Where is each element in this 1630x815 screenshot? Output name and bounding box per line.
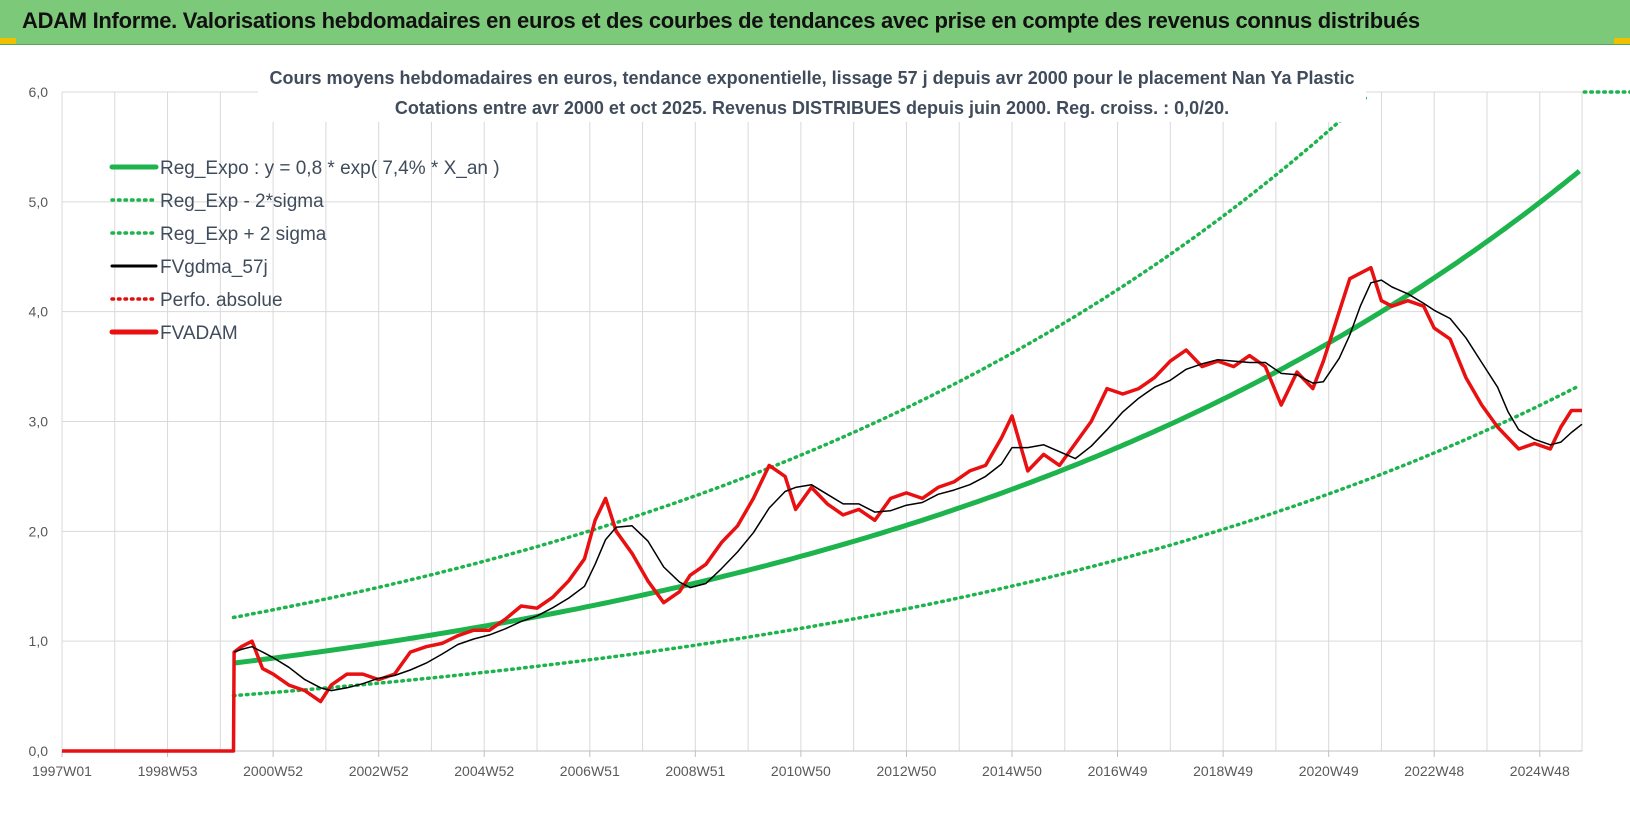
y-tick-label: 1,0 [29, 633, 49, 649]
band-lower-line [231, 383, 1582, 698]
legend-label: Perfo. absolue [160, 290, 283, 311]
legend-item: Reg_Exp - 2*sigma [110, 191, 324, 212]
legend-item: Reg_Exp + 2 sigma [110, 224, 327, 245]
legend-label: FVADAM [160, 323, 238, 344]
legend-label: FVgdma_57j [160, 257, 268, 278]
x-tick-label: 2016W49 [1088, 763, 1148, 779]
x-tick-label: 2012W50 [876, 763, 936, 779]
x-tick-label: 2006W51 [560, 763, 620, 779]
y-tick-label: 0,0 [29, 743, 49, 759]
y-tick-label: 4,0 [29, 304, 49, 320]
x-tick-label: 1998W53 [138, 763, 198, 779]
regression-line [233, 169, 1581, 666]
legend: Reg_Expo : y = 0,8 * exp( 7,4% * X_an ) R… [109, 158, 500, 344]
y-axis-tick-labels: 0,0 1,0 2,0 3,0 4,0 5,0 6,0 [29, 84, 49, 759]
y-tick-label: 5,0 [29, 194, 49, 210]
title-banner: ADAM Informe. Valorisations hebdomadaire… [0, 0, 1630, 45]
chart-subtitle-line-2: Cotations entre avr 2000 et oct 2025. Re… [395, 98, 1229, 118]
chart-area: 0,0 1,0 2,0 3,0 4,0 5,0 6,0 1997W01 1998W53 2000… [29, 64, 1630, 779]
chart-subtitle-line-1: Cours moyens hebdomadaires en euros, ten… [269, 68, 1354, 88]
banner-title: ADAM Informe. Valorisations hebdomadaire… [22, 8, 1420, 33]
x-tick-label: 2022W48 [1404, 763, 1464, 779]
legend-item: FVgdma_57j [110, 257, 268, 278]
legend-label: Reg_Exp - 2*sigma [160, 191, 324, 212]
x-tick-label: 1997W01 [32, 763, 92, 779]
x-tick-label: 2014W50 [982, 763, 1042, 779]
x-tick-label: 2024W48 [1510, 763, 1570, 779]
series-lines [62, 90, 1630, 753]
legend-item: Perfo. absolue [110, 290, 283, 311]
legend-item: Reg_Expo : y = 0,8 * exp( 7,4% * X_an ) [109, 158, 500, 179]
x-tick-label: 2004W52 [454, 763, 514, 779]
x-tick-label: 2008W51 [665, 763, 725, 779]
legend-item: FVADAM [109, 323, 238, 344]
y-tick-label: 2,0 [29, 523, 49, 539]
y-tick-label: 6,0 [29, 84, 49, 100]
fvgdma-57j-line [233, 279, 1583, 692]
x-axis-tick-labels: 1997W01 1998W53 2000W52 2002W52 2004W52 2006W… [32, 751, 1570, 779]
legend-label: Reg_Exp + 2 sigma [160, 224, 327, 245]
fvadam-line [62, 265, 1582, 753]
x-tick-label: 2002W52 [349, 763, 409, 779]
band-upper-line [231, 93, 1370, 620]
x-tick-label: 2010W50 [771, 763, 831, 779]
y-tick-label: 3,0 [29, 414, 49, 430]
x-tick-label: 2000W52 [243, 763, 303, 779]
x-tick-label: 2020W49 [1299, 763, 1359, 779]
subtitle-background [258, 64, 1366, 122]
corner-accent-right [1614, 38, 1630, 44]
x-tick-label: 2018W49 [1193, 763, 1253, 779]
legend-label: Reg_Expo : y = 0,8 * exp( 7,4% * X_an ) [160, 158, 500, 179]
corner-accent-left [0, 38, 16, 44]
